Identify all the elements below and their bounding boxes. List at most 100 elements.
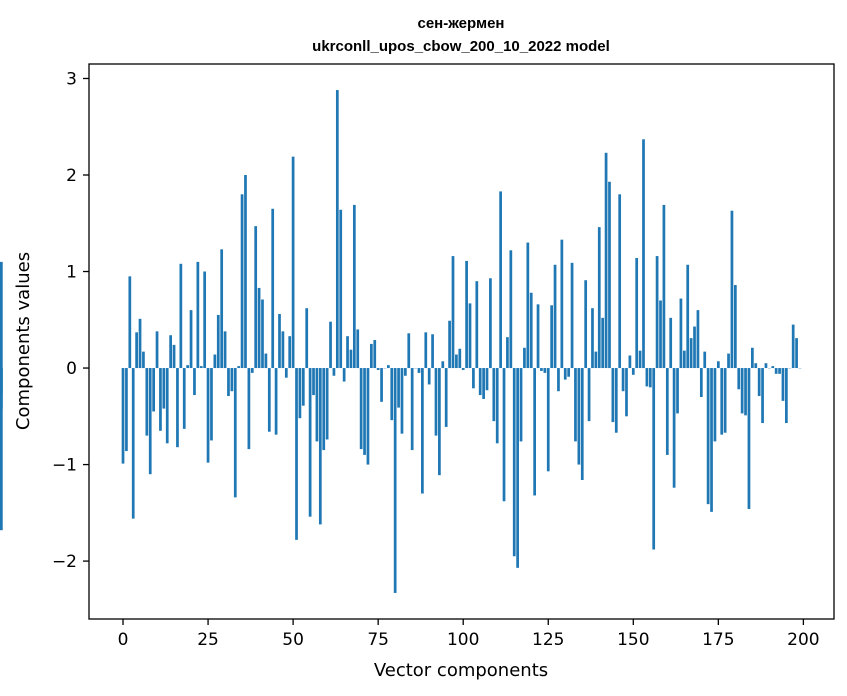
bar-132 [570, 262, 574, 369]
bar-147 [621, 368, 625, 392]
bar-69 [356, 329, 360, 369]
bar-126 [550, 305, 554, 369]
bar-100 [461, 368, 465, 370]
bar-97 [451, 256, 455, 369]
bar-162 [672, 368, 676, 488]
bar-54 [305, 308, 309, 369]
x-tick-label: 150 [617, 630, 649, 650]
bar-151 [635, 258, 639, 369]
bars-group [0, 90, 802, 593]
bar-71 [363, 368, 366, 455]
bar-166 [686, 264, 690, 369]
bar-127 [553, 264, 557, 369]
bar-144 [611, 368, 615, 423]
bar-179 [730, 210, 734, 369]
bar-45 [274, 368, 278, 435]
bar-163 [676, 368, 679, 414]
bar-66 [346, 336, 349, 369]
bar-116 [516, 368, 519, 568]
bar-143 [608, 181, 611, 369]
bar-141 [601, 317, 605, 369]
bar-80 [393, 368, 397, 593]
x-tick-label: 125 [532, 630, 564, 650]
bar-70 [359, 368, 363, 450]
bar-84 [407, 333, 411, 369]
bar-44 [271, 208, 275, 369]
bar-128 [557, 368, 560, 392]
bar-49 [288, 336, 292, 369]
y-axis-label: Components values [13, 252, 34, 430]
bar-149 [628, 355, 632, 369]
bar-30 [223, 331, 227, 369]
bar-59 [322, 368, 326, 451]
bar-119 [526, 242, 530, 369]
bar-35 [240, 194, 244, 369]
bar-142 [604, 152, 608, 369]
bar-195 [785, 368, 788, 424]
bar-135 [580, 368, 584, 481]
bar-6 [142, 351, 145, 369]
bar-129 [560, 239, 564, 369]
bar-96 [448, 320, 451, 369]
bar-92 [434, 368, 438, 436]
bar-157 [655, 256, 659, 369]
bar-38 [250, 368, 254, 373]
bar-62 [332, 368, 336, 376]
bar-150 [631, 368, 635, 375]
bar-176 [720, 368, 724, 435]
bar-158 [659, 300, 662, 369]
bar-168 [693, 326, 696, 369]
bar-53 [301, 368, 305, 406]
bar-25 [206, 368, 210, 463]
bar-undefined [0, 368, 3, 531]
bar-93 [438, 368, 441, 476]
bar-50 [291, 156, 295, 369]
bar-87 [417, 368, 421, 373]
bar-169 [696, 310, 700, 369]
bar-165 [682, 350, 686, 369]
y-tick-label: −2 [52, 552, 77, 572]
bar-184 [747, 368, 751, 509]
bar-115 [512, 368, 516, 557]
y-tick-label: 2 [66, 166, 77, 186]
bar-161 [669, 317, 673, 369]
bar-41 [261, 299, 264, 369]
x-tick-label: 175 [702, 630, 734, 650]
bar-27 [213, 354, 217, 369]
bar-43 [267, 368, 271, 432]
bar-67 [349, 349, 353, 369]
bar-13 [165, 368, 169, 444]
bar-192 [774, 368, 778, 374]
bar-81 [397, 368, 400, 408]
y-tick-label: 3 [66, 69, 77, 89]
bar-4 [135, 332, 138, 369]
y-tick-label: −1 [52, 456, 77, 476]
bar-117 [519, 368, 523, 442]
bar-134 [577, 368, 581, 465]
bar-182 [740, 368, 744, 414]
bar-91 [431, 334, 434, 369]
bar-36 [244, 175, 247, 369]
bar-61 [329, 321, 332, 369]
bar-7 [145, 368, 149, 436]
bar-175 [716, 361, 720, 369]
y-axis-ticks: −2 −1 0 1 2 3 [52, 69, 89, 572]
bar-undefined [0, 368, 3, 409]
bar-148 [625, 368, 628, 417]
bar-104 [475, 281, 479, 369]
bar-120 [529, 292, 533, 369]
bar-160 [665, 368, 669, 455]
bar-10 [155, 331, 159, 369]
bar-178 [727, 353, 730, 369]
bar-188 [761, 368, 764, 424]
bar-121 [533, 368, 536, 496]
chart-title: сен-жермен [418, 15, 505, 32]
bar-72 [366, 368, 370, 465]
bar-167 [689, 338, 693, 369]
bar-79 [390, 368, 394, 421]
bar-138 [591, 308, 594, 369]
bar-101 [465, 260, 468, 369]
bar-133 [574, 368, 577, 442]
x-tick-label: 100 [447, 630, 479, 650]
